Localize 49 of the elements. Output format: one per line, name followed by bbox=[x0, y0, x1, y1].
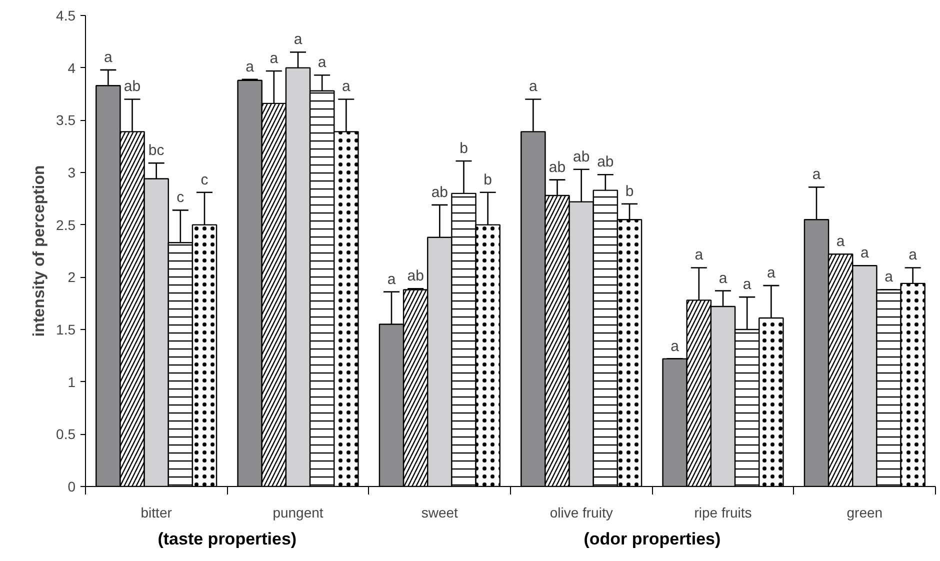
x-tick-label: olive fruity bbox=[550, 504, 613, 520]
data-label: a bbox=[387, 270, 396, 288]
data-label: a bbox=[836, 233, 846, 250]
x-tick-label: sweet bbox=[421, 504, 458, 520]
y-tick-label: 4.5 bbox=[56, 8, 76, 24]
y-tick-label: 0.5 bbox=[56, 426, 76, 442]
y-tick-label: 0 bbox=[68, 478, 76, 494]
data-label: c bbox=[176, 189, 185, 206]
y-tick-label: 1.5 bbox=[56, 322, 76, 338]
data-label: ab bbox=[124, 78, 141, 96]
data-label: b bbox=[484, 171, 492, 188]
text: (taste properties) bbox=[158, 530, 297, 548]
x-tick-label: green bbox=[846, 504, 883, 520]
data-label: a bbox=[812, 166, 822, 184]
y-tick-label: 1 bbox=[68, 374, 76, 390]
data-label: a bbox=[670, 338, 680, 355]
data-label: a bbox=[294, 31, 303, 48]
y-tick-label: 2 bbox=[68, 269, 76, 286]
data-label: ab bbox=[572, 148, 590, 166]
y-tick-label: 3 bbox=[68, 164, 76, 180]
text: (odor properties) bbox=[584, 530, 721, 548]
data-label: a bbox=[742, 276, 752, 294]
data-label: c bbox=[200, 171, 209, 188]
y-axis-title: intensity of perception bbox=[31, 165, 48, 337]
data-label: a bbox=[908, 246, 918, 264]
x-tick-label: pungent bbox=[272, 504, 324, 520]
data-label: a bbox=[860, 244, 870, 262]
data-label: a bbox=[884, 268, 894, 286]
data-label: a bbox=[528, 78, 538, 96]
data-label: a bbox=[342, 78, 351, 96]
data-label: ab bbox=[597, 154, 614, 171]
data-label: a bbox=[718, 270, 728, 287]
x-tick-label: bitter bbox=[140, 504, 172, 520]
data-label: b bbox=[460, 140, 468, 157]
y-tick-label: 4 bbox=[68, 60, 76, 76]
data-label: bc bbox=[148, 142, 165, 160]
data-label: b bbox=[625, 182, 634, 200]
y-tick-label: 3.5 bbox=[56, 112, 76, 128]
data-label: a bbox=[766, 264, 776, 282]
data-label: a bbox=[104, 48, 113, 66]
data-label: a bbox=[318, 54, 327, 72]
x-tick-label: ripe fruits bbox=[694, 504, 752, 520]
data-label: a bbox=[246, 58, 255, 76]
data-label: ab bbox=[407, 268, 424, 285]
data-label: ab bbox=[548, 158, 566, 176]
data-label: a bbox=[270, 50, 279, 67]
data-label: ab bbox=[431, 184, 448, 201]
y-tick-label: 2.5 bbox=[56, 216, 76, 233]
data-label: a bbox=[694, 246, 704, 264]
